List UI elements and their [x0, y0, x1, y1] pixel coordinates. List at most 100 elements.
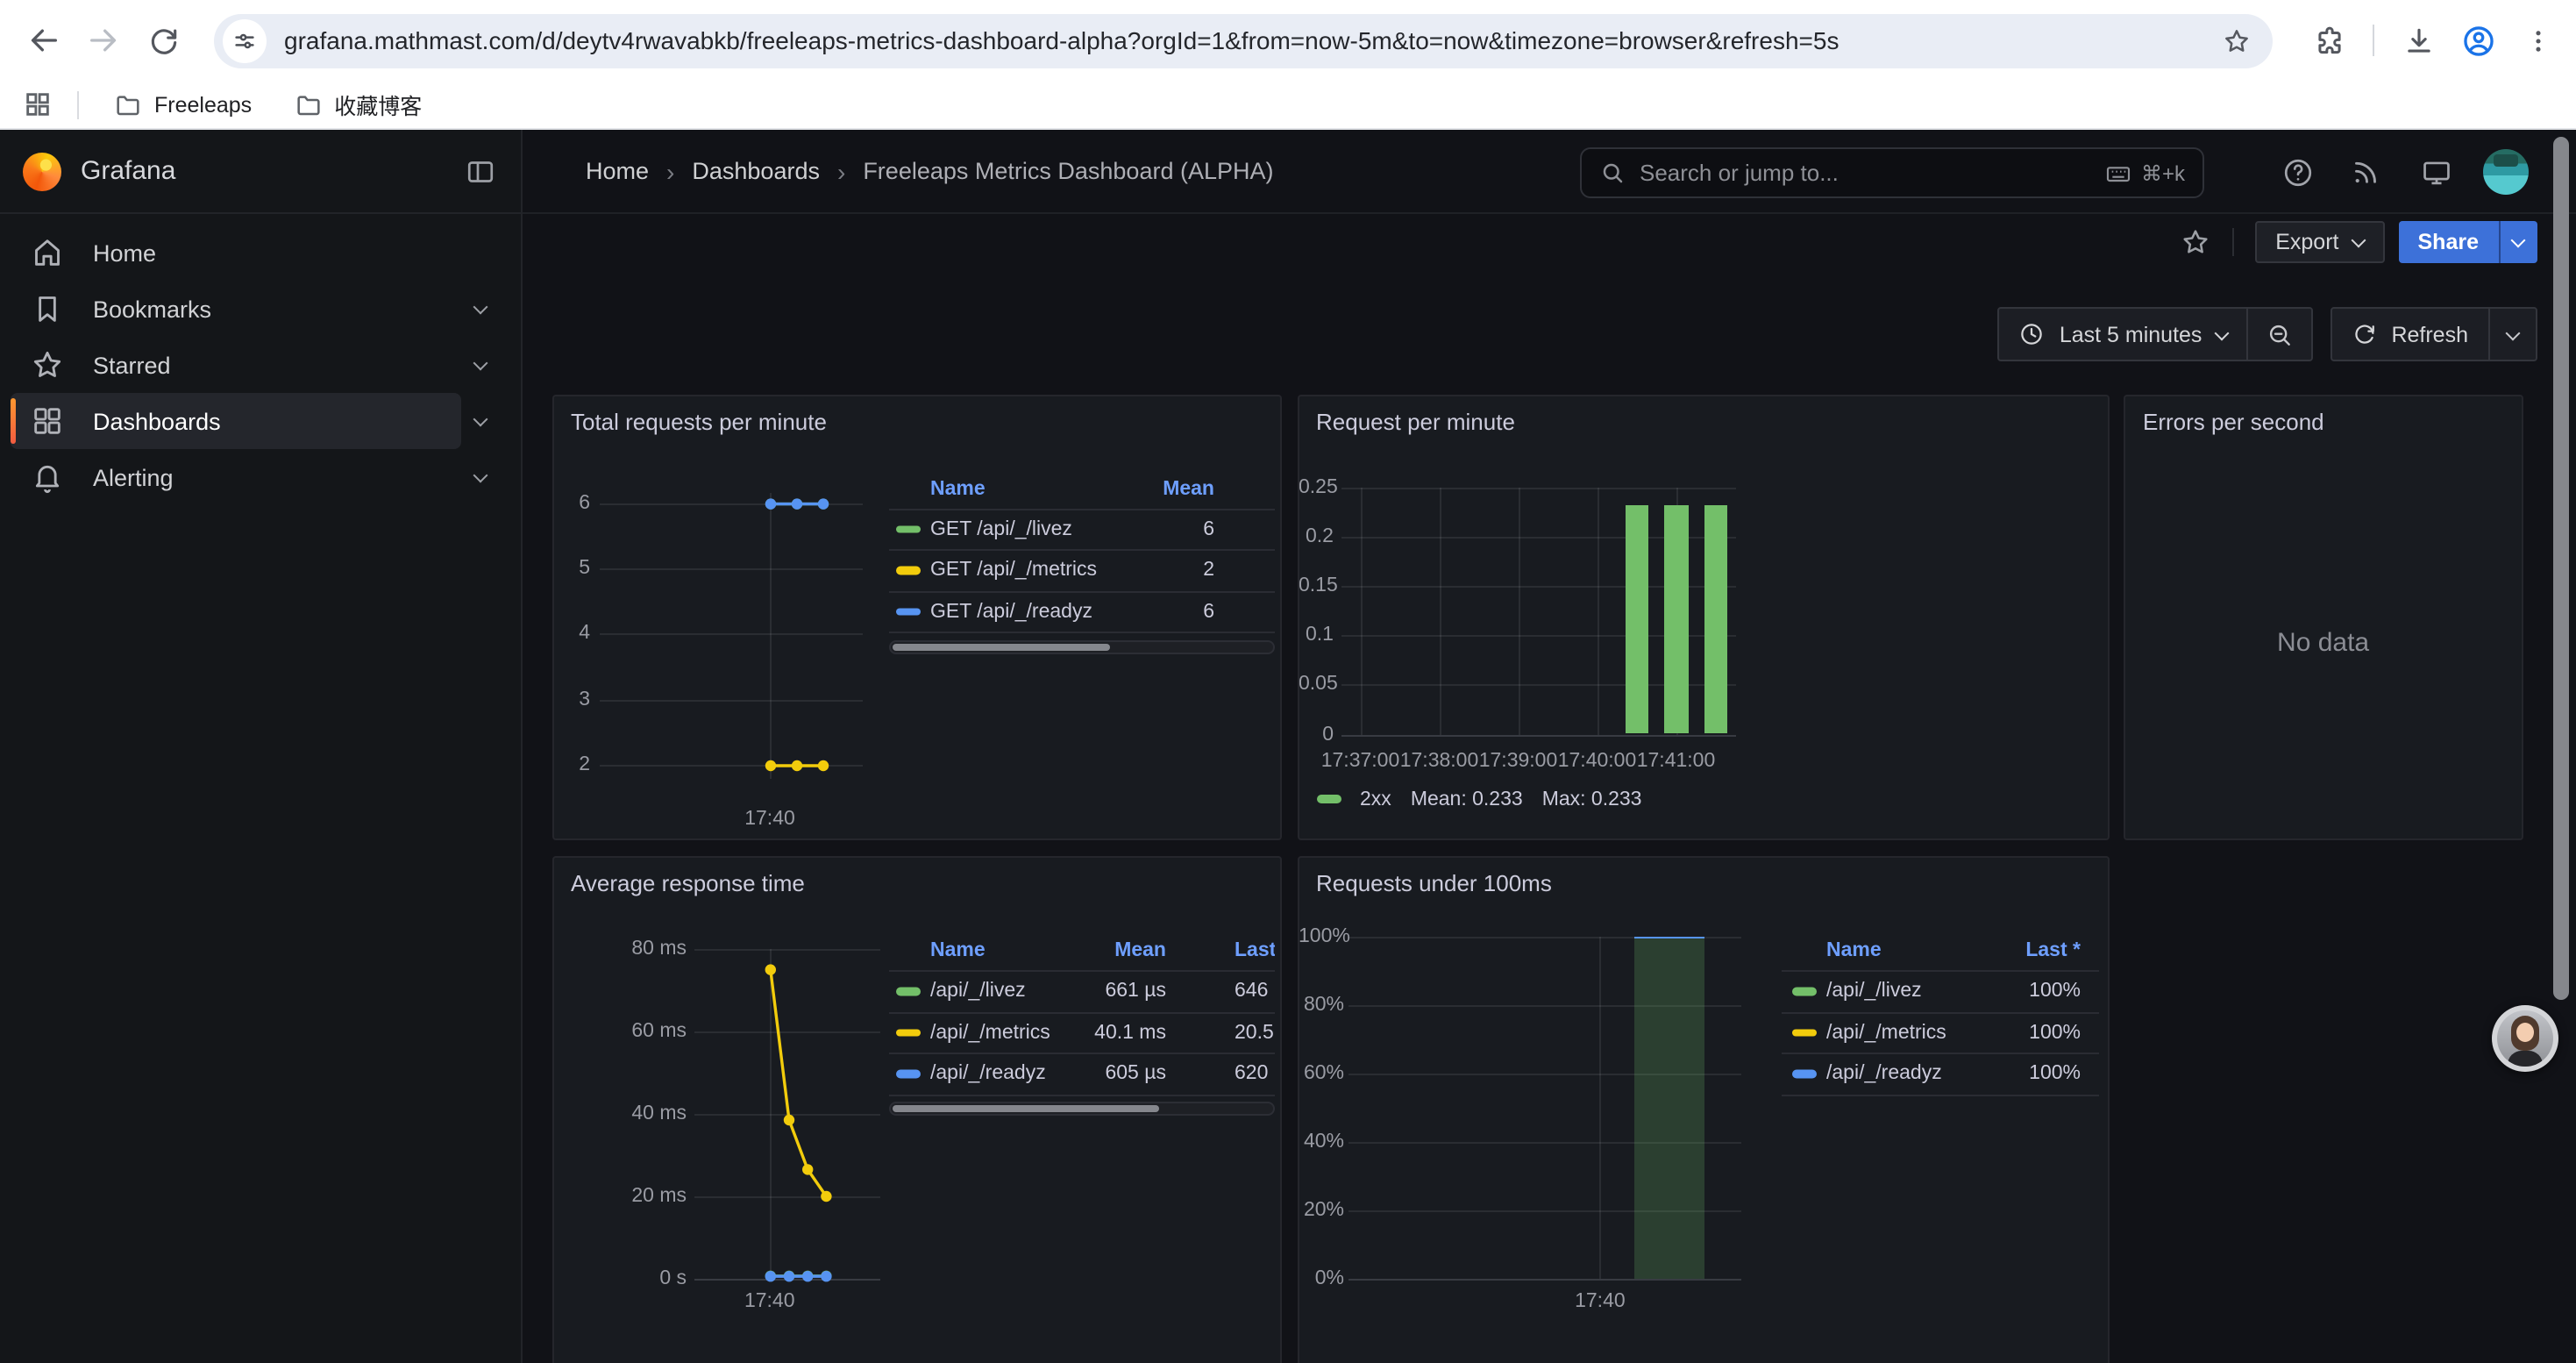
sidebar-item-label: Home — [93, 239, 156, 266]
sidebar-item-bookmarks[interactable]: Bookmarks — [11, 281, 461, 337]
legend-row[interactable]: GET /api/_/livez6 — [888, 508, 1274, 549]
legend-value: 20.5 ms — [1235, 1023, 1275, 1044]
legend-column-name: Name — [930, 940, 986, 961]
favorite-dashboard-star-icon[interactable] — [2179, 226, 2210, 258]
legend-column-header[interactable]: Last * — [1235, 940, 1275, 961]
downloads-icon[interactable] — [2388, 11, 2448, 70]
series-line — [770, 970, 826, 1196]
time-controls: Last 5 minutes Refresh — [1998, 307, 2537, 361]
legend-scrollbar-thumb[interactable] — [892, 1105, 1159, 1112]
legend-series-name: 2xx — [1360, 789, 1391, 810]
legend-table: NameLast */api/_/livez100%/api/_/metrics… — [1781, 931, 2098, 1095]
legend-series-name: /api/_/metrics — [1826, 1023, 1946, 1044]
back-button[interactable] — [14, 11, 74, 70]
bookmark-folder-freeleaps[interactable]: Freeleaps — [100, 85, 266, 124]
series-color-pill — [895, 1070, 920, 1078]
user-avatar[interactable] — [2483, 149, 2529, 195]
folder-icon — [294, 90, 322, 118]
legend-value: 6 — [1203, 602, 1214, 623]
expand-dashboards-icon[interactable] — [461, 400, 500, 442]
data-point — [820, 1191, 830, 1202]
news-rss-icon[interactable] — [2348, 154, 2383, 189]
apps-shortcut-icon[interactable] — [23, 89, 53, 119]
expand-starred-icon[interactable] — [461, 344, 500, 386]
time-range-picker[interactable]: Last 5 minutes — [2000, 309, 2246, 360]
area-bar — [1635, 936, 1705, 1278]
address-bar[interactable]: grafana.mathmast.com/d/deytv4rwavabkb/fr… — [214, 13, 2273, 68]
panel-request-per-minute: Request per minute 00.050.10.150.20.2517… — [1297, 394, 2110, 840]
monitor-icon[interactable] — [2418, 154, 2453, 189]
legend-row[interactable]: GET /api/_/readyz6 — [888, 590, 1274, 632]
expand-alerting-icon[interactable] — [461, 456, 500, 498]
legend[interactable]: 2xxMean: 0.233Max: 0.233 — [1316, 789, 1642, 810]
grafana-logo[interactable] — [23, 152, 61, 190]
sidebar-item-label: Bookmarks — [93, 296, 211, 322]
legend-header: Name Mean Last * — [888, 931, 1274, 970]
sidebar-header: Grafana — [0, 130, 521, 214]
y-axis-label: 0 — [1299, 724, 1334, 745]
legend-row[interactable]: /api/_/metrics40.1 ms20.5 ms — [888, 1011, 1274, 1053]
legend-row[interactable]: /api/_/livez100% — [1781, 970, 2098, 1011]
expand-bookmarks-icon[interactable] — [461, 288, 500, 330]
extension-assistant-avatar[interactable] — [2492, 1005, 2558, 1072]
series-color-pill — [1791, 1070, 1816, 1078]
bookmark-page-star-icon[interactable] — [2213, 18, 2259, 63]
legend-row[interactable]: GET /api/_/metrics2 — [888, 549, 1274, 590]
search-input[interactable]: Search or jump to... ⌘+k — [1580, 147, 2204, 198]
browser-menu-icon[interactable] — [2508, 11, 2567, 70]
export-button[interactable]: Export — [2254, 221, 2384, 263]
sidebar-item-dashboards[interactable]: Dashboards — [11, 393, 461, 449]
panel-title[interactable]: Request per minute — [1316, 408, 1515, 434]
legend-row[interactable]: /api/_/readyz605 µs620 µs — [888, 1053, 1274, 1094]
legend-series-name: GET /api/_/metrics — [930, 560, 1097, 582]
legend-value: 661 µs — [1105, 981, 1166, 1003]
forward-button[interactable] — [74, 11, 133, 70]
chevron-down-icon — [2351, 233, 2366, 248]
site-info-button[interactable] — [223, 18, 267, 62]
no-data-message: No data — [2125, 627, 2521, 657]
profile-icon[interactable] — [2448, 11, 2508, 70]
share-split-button: Share — [2399, 221, 2537, 263]
data-point — [791, 497, 801, 508]
breadcrumb-home[interactable]: Home — [586, 158, 649, 184]
collapse-sidebar-icon[interactable] — [465, 155, 496, 187]
page-scrollbar[interactable] — [2553, 137, 2569, 1000]
refresh-group: Refresh — [2330, 307, 2537, 361]
zoom-out-icon — [2265, 320, 2293, 348]
legend-value: 100% — [2029, 981, 2081, 1003]
legend-row[interactable]: /api/_/metrics100% — [1781, 1011, 2098, 1053]
sidebar-nav: Home Bookmarks — [0, 214, 521, 505]
divider — [2231, 228, 2233, 256]
zoom-out-button[interactable] — [2247, 309, 2310, 360]
bookmark-folder-blogs[interactable]: 收藏博客 — [280, 82, 436, 126]
refresh-interval-dropdown[interactable] — [2489, 309, 2535, 360]
gridline — [1440, 488, 1441, 734]
reload-button[interactable] — [133, 11, 193, 70]
legend-row[interactable]: /api/_/livez661 µs646 µs — [888, 970, 1274, 1011]
breadcrumb-dashboards[interactable]: Dashboards — [692, 158, 820, 184]
refresh-button[interactable]: Refresh — [2331, 309, 2487, 360]
extensions-icon[interactable] — [2299, 11, 2359, 70]
legend-mean: Mean: 0.233 — [1411, 789, 1523, 810]
breadcrumb-current: Freeleaps Metrics Dashboard (ALPHA) — [863, 158, 1273, 184]
panel-title[interactable]: Requests under 100ms — [1316, 870, 1552, 896]
sidebar-item-label: Alerting — [93, 464, 174, 490]
sidebar-item-alerting[interactable]: Alerting — [11, 449, 461, 505]
sidebar-item-home[interactable]: Home — [11, 225, 500, 281]
legend-scrollbar-thumb[interactable] — [892, 643, 1110, 650]
share-dropdown[interactable] — [2498, 221, 2537, 263]
share-button[interactable]: Share — [2399, 221, 2499, 263]
legend-column-header[interactable]: Mean — [1163, 478, 1214, 499]
legend-column-header[interactable]: Mean — [1114, 940, 1166, 961]
legend-scrollbar[interactable] — [888, 639, 1274, 653]
legend-row[interactable]: /api/_/readyz100% — [1781, 1053, 2098, 1094]
panel-title[interactable]: Errors per second — [2143, 408, 2324, 434]
search-shortcut: ⌘+k — [2104, 159, 2185, 187]
y-axis-label: 0.1 — [1299, 625, 1334, 646]
sidebar-item-starred[interactable]: Starred — [11, 337, 461, 393]
y-axis-label: 0.05 — [1299, 674, 1334, 696]
legend-column-header[interactable]: Last * — [2025, 940, 2081, 961]
legend-scrollbar[interactable] — [888, 1102, 1274, 1116]
gridline — [1361, 488, 1363, 734]
help-icon[interactable] — [2280, 154, 2315, 189]
